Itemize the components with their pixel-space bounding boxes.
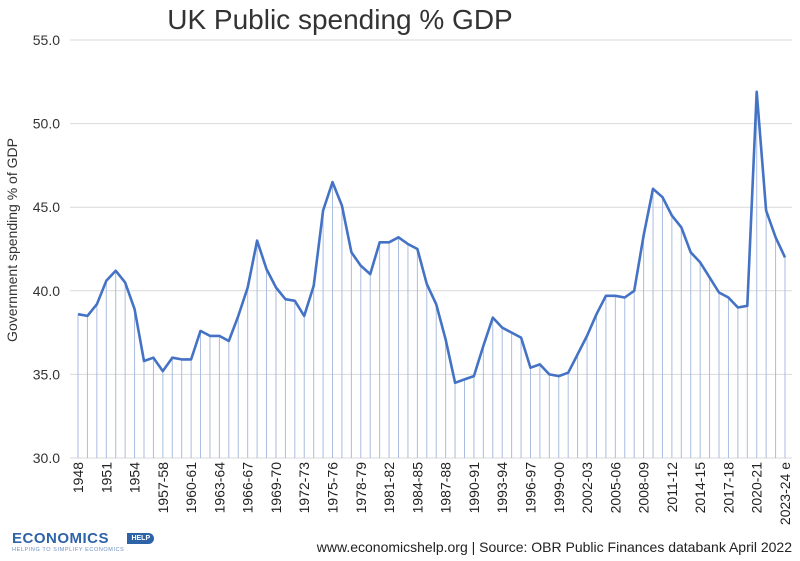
x-tick-label: 1999-00 bbox=[551, 462, 567, 514]
x-tick-label: 1975-76 bbox=[325, 462, 341, 514]
logo-wordmark: ECONOMICS bbox=[12, 530, 110, 547]
gridlines bbox=[70, 39, 792, 459]
x-tick-label: 1954 bbox=[127, 462, 143, 493]
x-tick-label: 1957-58 bbox=[155, 462, 171, 514]
x-tick-label: 1966-67 bbox=[240, 462, 256, 514]
chart-title: UK Public spending % GDP bbox=[167, 4, 513, 35]
x-tick-label: 2008-09 bbox=[636, 462, 652, 514]
x-tick-label: 1963-64 bbox=[211, 462, 227, 514]
drop-lines bbox=[77, 91, 786, 458]
y-tick-label: 30.0 bbox=[33, 450, 60, 466]
series-layer bbox=[77, 90, 787, 385]
y-axis-label: Government spending % of GDP bbox=[4, 138, 20, 342]
x-tick-label: 1978-79 bbox=[353, 462, 369, 514]
x-tick-label: 1990-91 bbox=[466, 462, 482, 514]
y-tick-label: 45.0 bbox=[33, 199, 60, 215]
logo-help-badge: HELP bbox=[127, 533, 155, 544]
x-tick-label: 1996-97 bbox=[522, 462, 538, 514]
logo-tagline: HELPING TO SIMPLIFY ECONOMICS bbox=[12, 547, 125, 553]
x-tick-label: 2011-12 bbox=[664, 462, 680, 513]
x-tick-label: 1972-73 bbox=[296, 462, 312, 514]
x-tick-label: 1951 bbox=[98, 462, 114, 493]
x-tick-label: 1969-70 bbox=[268, 462, 284, 514]
y-tick-labels: 30.0 35.0 40.0 45.0 50.0 55.0 bbox=[33, 32, 60, 466]
y-tick-label: 35.0 bbox=[33, 366, 60, 382]
y-tick-label: 40.0 bbox=[33, 283, 60, 299]
series-line bbox=[77, 90, 787, 385]
source-note: www.economicshelp.org | Source: OBR Publ… bbox=[316, 539, 792, 555]
x-tick-label: 2002-03 bbox=[579, 462, 595, 514]
x-tick-label: 2005-06 bbox=[607, 462, 623, 514]
x-tick-label: 1948 bbox=[70, 462, 86, 493]
x-tick-label: 1984-85 bbox=[409, 462, 425, 514]
x-tick-labels: 1948 1951 1954 1957-58 1960-61 1963-64 1966-67… bbox=[70, 462, 793, 525]
x-tick-label: 1993-94 bbox=[494, 462, 510, 514]
y-tick-label: 55.0 bbox=[33, 32, 60, 48]
x-tick-label: 2020-21 bbox=[749, 462, 765, 514]
x-tick-label: 1987-88 bbox=[438, 462, 454, 514]
x-tick-label: 2023-24 e bbox=[777, 462, 793, 525]
x-tick-label: 2014-15 bbox=[692, 462, 708, 514]
y-tick-label: 50.0 bbox=[33, 116, 60, 132]
x-tick-label: 1981-82 bbox=[381, 462, 397, 514]
economics-help-logo: ECONOMICS HELPING TO SIMPLIFY ECONOMICS … bbox=[12, 530, 155, 553]
x-tick-label: 1960-61 bbox=[183, 462, 199, 514]
x-tick-label: 2017-18 bbox=[720, 462, 736, 514]
